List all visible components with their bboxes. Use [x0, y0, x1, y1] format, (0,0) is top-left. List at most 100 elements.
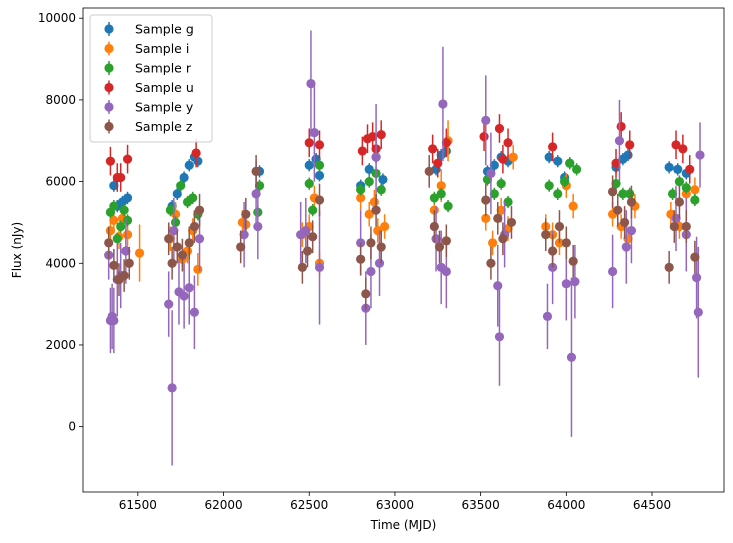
data-point [614, 136, 625, 146]
data-point [376, 130, 386, 140]
data-point [489, 189, 499, 199]
y-axis: 0 2000 4000 6000 8000 10000 [38, 11, 83, 434]
data-point [167, 258, 177, 268]
data-point [486, 258, 496, 268]
data-point [184, 238, 194, 248]
data-point [356, 185, 366, 195]
data-point [486, 168, 496, 179]
data-point [164, 234, 174, 244]
data-point [314, 195, 325, 205]
data-point [121, 246, 131, 256]
data-point [314, 140, 325, 150]
data-point [498, 234, 508, 244]
data-point [109, 215, 119, 225]
data-point [560, 176, 570, 187]
data-point [239, 230, 249, 240]
data-point [681, 183, 691, 193]
data-point [122, 154, 133, 164]
data-point [134, 248, 145, 258]
data-point [189, 307, 200, 317]
y-tick-label: 8000 [45, 93, 76, 107]
data-point [572, 164, 582, 174]
data-point [368, 132, 378, 142]
data-point [611, 179, 621, 189]
data-point [441, 236, 451, 246]
data-point [443, 201, 453, 211]
data-point [667, 189, 678, 199]
legend-label: Sample z [135, 119, 193, 134]
data-point [664, 262, 674, 272]
data-point [561, 238, 571, 248]
data-point [297, 262, 307, 272]
data-point [194, 234, 205, 244]
data-point [690, 185, 700, 195]
data-point [124, 258, 134, 268]
data-point [674, 176, 685, 187]
legend-marker [104, 121, 114, 132]
x-tick-label: 62000 [204, 498, 242, 512]
legend-label: Sample g [135, 22, 194, 37]
y-tick-label: 6000 [45, 175, 76, 189]
data-point [436, 189, 446, 199]
data-point [488, 238, 498, 248]
data-point [184, 160, 194, 170]
legend-marker [104, 102, 114, 112]
legend-marker [104, 82, 114, 93]
data-point [506, 217, 517, 228]
data-point [302, 246, 313, 256]
data-point [177, 250, 188, 260]
data-point [568, 256, 578, 266]
data-point [494, 123, 505, 134]
data-point [618, 189, 628, 199]
x-tick-label: 64000 [547, 498, 585, 512]
data-point [119, 205, 129, 215]
data-point [493, 281, 503, 291]
data-point [664, 162, 674, 172]
data-point [122, 193, 133, 203]
data-point [619, 217, 630, 228]
data-point [179, 291, 189, 301]
data-point [553, 156, 563, 166]
data-point [436, 181, 446, 191]
legend-item: Sample g [104, 22, 194, 37]
legend-item: Sample u [104, 80, 194, 95]
data-point [176, 181, 186, 191]
x-tick-label: 63000 [376, 498, 414, 512]
data-point [544, 181, 554, 191]
data-point [568, 201, 578, 211]
legend-label: Sample r [135, 61, 192, 76]
data-point [109, 181, 119, 191]
data-point [541, 230, 551, 240]
legend-item: Sample z [104, 119, 193, 134]
data-point [251, 189, 261, 199]
data-point [441, 138, 451, 148]
data-point [616, 121, 626, 132]
data-point [254, 181, 265, 191]
data-point [314, 160, 325, 170]
legend-marker [104, 63, 114, 73]
data-point [481, 195, 491, 205]
data-point [304, 179, 314, 189]
data-point [122, 230, 133, 240]
data-point [179, 172, 189, 183]
series-sample-u [105, 112, 695, 192]
data-point [429, 221, 439, 232]
legend-box [89, 14, 213, 143]
data-point [374, 258, 385, 268]
data-point [366, 266, 376, 277]
data-point [356, 254, 366, 264]
data-point [356, 193, 366, 203]
legend-item: Sample y [104, 100, 194, 115]
data-point [301, 225, 311, 236]
data-point [553, 189, 563, 199]
data-point [607, 187, 618, 197]
data-point [434, 242, 445, 252]
data-point [165, 205, 176, 215]
data-point [693, 307, 703, 317]
legend-label: Sample u [135, 80, 194, 95]
data-point [380, 221, 390, 232]
data-point [503, 138, 513, 148]
data-point [493, 213, 503, 223]
data-point [304, 160, 314, 170]
